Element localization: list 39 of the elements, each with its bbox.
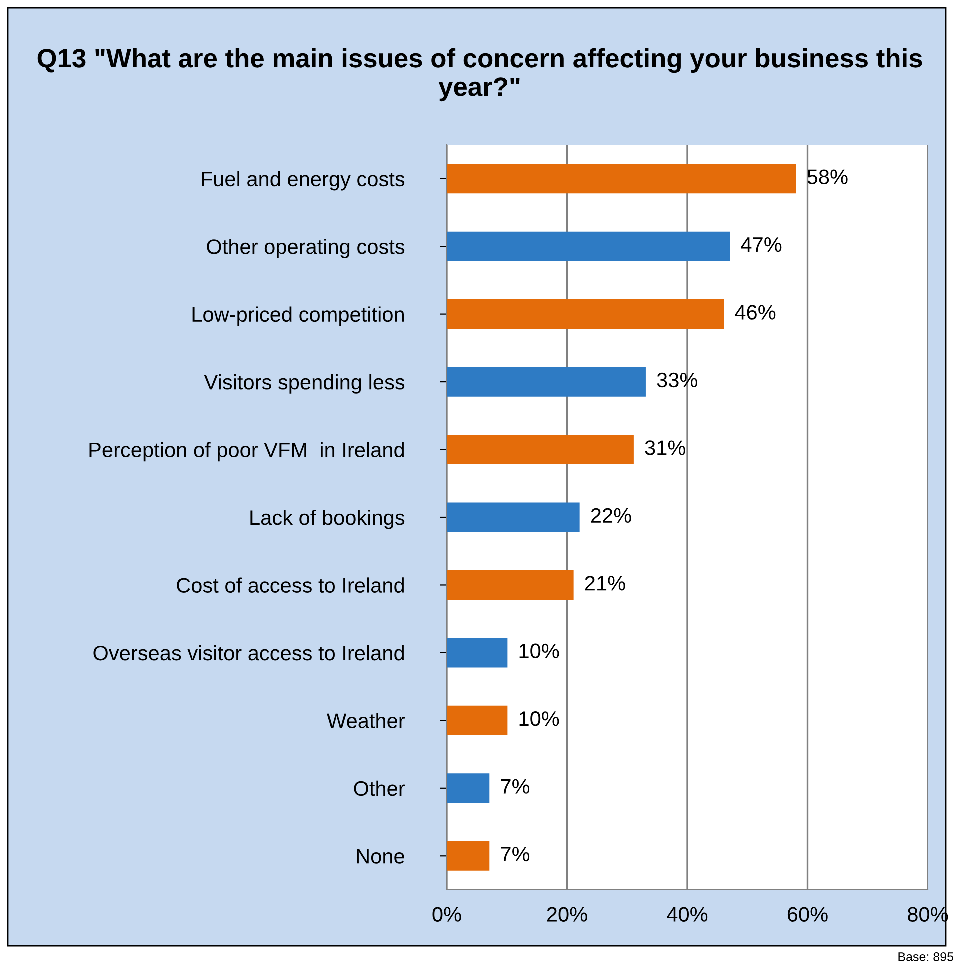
bar <box>447 367 646 397</box>
bar <box>447 774 490 804</box>
bar <box>447 164 796 194</box>
y-tick-label: None <box>357 849 404 864</box>
data-label: 46% <box>735 305 776 320</box>
y-tick-label: Weather <box>327 713 405 728</box>
y-tick-label: Perception of poor VFM in Ireland <box>90 442 404 462</box>
data-label: 47% <box>741 238 782 252</box>
y-tick-label: Lack of bookings <box>250 510 405 530</box>
y-tick-label: Other <box>354 780 405 796</box>
y-tick-label: Overseas visitor access to Ireland <box>94 645 404 661</box>
text: Base: 895 <box>898 952 954 962</box>
x-tick-label: 60% <box>788 907 828 922</box>
x-tick-label: 20% <box>547 907 588 922</box>
bar <box>447 841 490 871</box>
bar <box>447 300 724 330</box>
data-label: 10% <box>520 644 560 659</box>
y-tick-label: Visitors spending less <box>204 374 405 394</box>
bar <box>447 434 634 465</box>
bar <box>447 570 574 600</box>
data-label: 7% <box>501 847 530 862</box>
bar <box>447 232 730 262</box>
data-label: 31% <box>645 440 686 456</box>
bar <box>447 706 508 736</box>
y-tick-label: Fuel and energy costs <box>202 171 405 191</box>
data-label: 22% <box>591 508 632 524</box>
data-label: 21% <box>585 576 626 591</box>
y-tick-label: Other operating costs <box>207 239 405 258</box>
x-tick-label: 0% <box>432 907 462 922</box>
y-tick-label: Low-priced competition <box>192 306 404 326</box>
x-tick-label: 40% <box>667 907 708 922</box>
chart-title: Q13 "What are the main issues of concern affecting your business this year?" <box>38 48 922 102</box>
data-label: 33% <box>657 372 698 388</box>
bar <box>447 638 508 668</box>
data-label: 58% <box>808 170 848 184</box>
data-label: 10% <box>520 712 560 726</box>
bar <box>447 502 580 532</box>
y-tick-label: Cost of access to Ireland <box>177 578 404 593</box>
data-label: 7% <box>501 779 530 794</box>
